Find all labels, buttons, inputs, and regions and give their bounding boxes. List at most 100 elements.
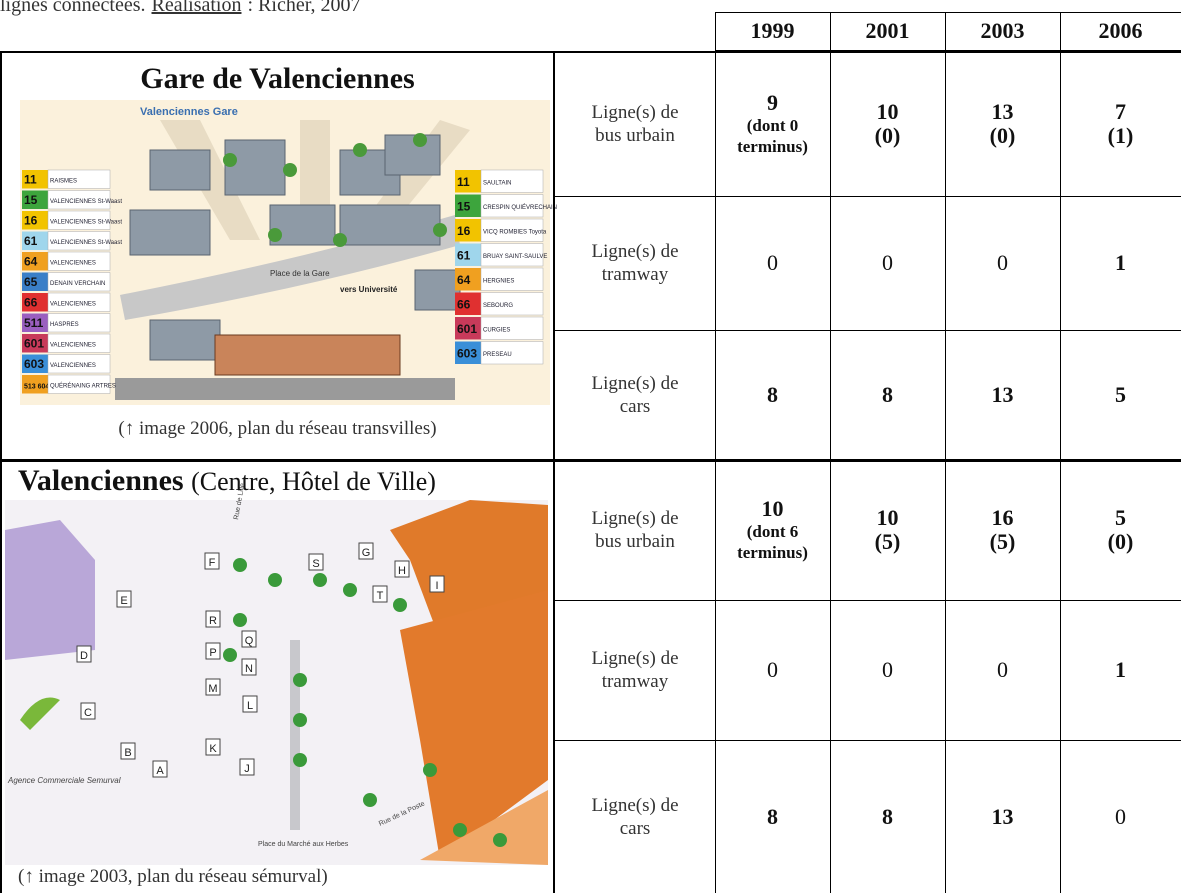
cell-value: 0 (882, 657, 893, 682)
line-number: 64 (24, 254, 38, 268)
line-dest-bg (47, 251, 111, 271)
value-cell: 5 (1060, 330, 1181, 460)
line-swatch (455, 317, 481, 340)
value-cell: 0 (715, 600, 830, 740)
stop-letter: F (209, 557, 216, 569)
cell-value: 8 (882, 382, 893, 407)
rule (1060, 12, 1061, 50)
stop-box (372, 585, 388, 603)
cell-value: 10 (876, 99, 899, 124)
cell-value: 8 (767, 382, 778, 407)
section-title-line: Valenciennes (Centre, Hôtel de Ville) (18, 464, 436, 498)
line-number: 11 (457, 175, 470, 189)
stop-box (394, 560, 410, 578)
year-header: 1999 (750, 18, 795, 43)
value-cell: 5 (0) (1060, 460, 1181, 600)
line-number: 16 (457, 224, 471, 238)
value-cell: 0 (830, 600, 945, 740)
line-number: 601 (24, 336, 44, 350)
intro-underlined: Réalisation (151, 0, 242, 16)
line-swatch (22, 354, 48, 373)
line-number: 511 (24, 316, 44, 330)
line-destination: CURGIES (483, 328, 510, 334)
line-destination: RAISMES (50, 178, 77, 184)
line-dest-bg (480, 243, 544, 267)
cell-value: 0 (767, 657, 778, 682)
cell-value: 5 (1115, 382, 1126, 407)
line-swatch (22, 211, 48, 230)
stop-box (204, 552, 220, 570)
tree (293, 753, 307, 767)
year-header: 2001 (865, 18, 910, 43)
building (149, 149, 211, 191)
tree (393, 598, 407, 612)
cell-value: 0 (767, 250, 778, 275)
row-label: Ligne(s) de bus urbain (591, 508, 679, 552)
cell-value: 1 (1115, 250, 1126, 275)
line-destination: VALENCIENNES St-Waast (50, 240, 122, 246)
line-swatch (22, 231, 48, 250)
year-header: 2006 (1098, 18, 1143, 43)
cell-value: 0 (997, 250, 1008, 275)
rule (555, 740, 1181, 741)
value-cell: 8 (715, 330, 830, 460)
stop-box (205, 738, 221, 756)
cell-value: (dont 0 terminus) (737, 116, 808, 156)
tree (453, 823, 467, 837)
value-cell: 0 (830, 196, 945, 330)
cell-value: 0 (997, 657, 1008, 682)
line-dest-bg (480, 316, 544, 340)
tree (353, 143, 367, 157)
stop-box (358, 542, 374, 560)
rule (1060, 52, 1061, 893)
value-cell: 8 (830, 330, 945, 460)
row-label: Ligne(s) de tramway (591, 241, 679, 285)
building (5, 520, 95, 660)
stop-box (116, 590, 132, 608)
cell-value: 5 (1115, 505, 1126, 530)
cell-value: 13 (991, 382, 1014, 407)
line-number: 15 (457, 199, 471, 213)
building (420, 790, 548, 865)
rule (715, 50, 1181, 51)
line-dest-bg (47, 333, 111, 353)
section-title-note: (Centre, Hôtel de Ville) (191, 467, 436, 496)
cell-value: 13 (991, 803, 1014, 829)
building (224, 139, 286, 196)
rule (0, 52, 2, 893)
stop-box (76, 645, 92, 663)
cell-value: 8 (767, 803, 778, 829)
cell-value: 10 (876, 505, 899, 530)
line-swatch (22, 272, 48, 291)
stop-box (242, 695, 258, 713)
value-cell: 10 (5) (830, 460, 945, 600)
rule (553, 52, 555, 893)
line-dest-bg (480, 267, 544, 291)
line-dest-bg (47, 292, 111, 312)
building (384, 134, 441, 176)
stop-letter: H (398, 565, 406, 577)
cell-value: (0) (989, 123, 1016, 148)
tree (283, 163, 297, 177)
row-label: Ligne(s) de tramway (591, 648, 679, 692)
logo (20, 697, 60, 730)
rule (715, 12, 716, 50)
value-cell: 13 (945, 740, 1060, 893)
value-cell: 10 (dont 6 terminus) (715, 460, 830, 600)
cell-value: (0) (874, 123, 901, 148)
row-label: Ligne(s) de cars (591, 373, 679, 417)
value-cell: 0 (945, 600, 1060, 740)
line-dest-bg (480, 194, 544, 218)
tree (233, 558, 247, 572)
stop-letter: Q (245, 635, 254, 647)
line-number: 66 (457, 297, 471, 311)
line-swatch (455, 219, 481, 242)
cell-value: 10 (761, 496, 784, 521)
stop-letter: I (435, 580, 438, 592)
value-cell: 0 (1060, 740, 1181, 893)
map-label: Place du Marché aux Herbes (258, 841, 349, 848)
line-number: 16 (24, 213, 38, 227)
line-destination: VALENCIENNES (50, 301, 96, 307)
stop-letter: N (245, 663, 253, 675)
